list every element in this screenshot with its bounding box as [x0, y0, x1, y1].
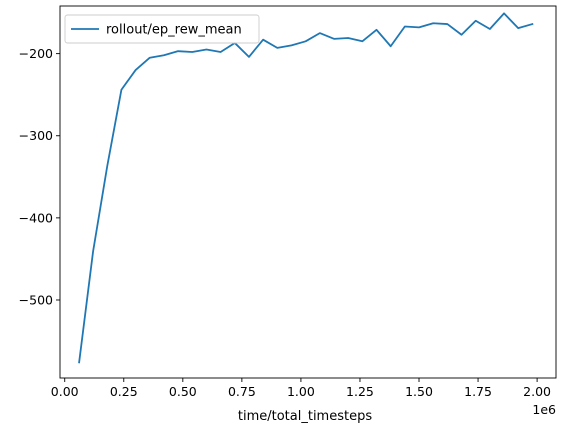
series-point: [206, 49, 208, 51]
series-point: [135, 69, 137, 71]
series-point: [106, 165, 108, 167]
x-axis: 0.00 0.25 0.50 0.75 1.00 1.25 1.50 1.75 2.00: [51, 378, 551, 399]
series-line: [78, 12, 534, 364]
series-point: [78, 361, 80, 363]
y-tick-label: −500: [19, 292, 53, 307]
series-point: [262, 39, 264, 41]
x-tick-label: 1.75: [464, 384, 492, 399]
series-point: [149, 57, 151, 59]
series-layer: [78, 12, 534, 364]
series-point: [404, 26, 406, 28]
series-point: [305, 40, 307, 42]
x-tick-label: 1.00: [287, 384, 315, 399]
series-point: [418, 26, 420, 28]
series-point: [461, 34, 463, 36]
legend-box: [64, 14, 260, 44]
series-point: [163, 54, 165, 56]
x-tick-label: 1.25: [346, 384, 374, 399]
series-point: [489, 28, 491, 30]
x-tick-label: 0.25: [110, 384, 138, 399]
series-point: [361, 40, 363, 42]
series-point: [503, 12, 505, 14]
y-tick-label: −300: [19, 128, 53, 143]
x-tick-label: 2.00: [523, 384, 551, 399]
series-point: [446, 23, 448, 25]
x-tick-label: 0.50: [169, 384, 197, 399]
x-axis-label: time/total_timesteps: [238, 409, 372, 424]
series-point: [291, 45, 293, 47]
series-point: [475, 20, 477, 22]
plot-background: [60, 6, 556, 378]
series-point: [390, 45, 392, 47]
series-point: [92, 251, 94, 253]
plot-frame: [59, 5, 557, 379]
series-point: [531, 23, 533, 25]
legend-label: rollout/ep_rew_mean: [106, 23, 242, 38]
series-point: [248, 56, 250, 58]
legend: rollout/ep_rew_mean: [64, 14, 260, 44]
series-point: [517, 27, 519, 29]
series-point: [276, 47, 278, 49]
series-point: [121, 89, 123, 91]
x-axis-offset-text: 1e6: [532, 402, 556, 417]
series-point: [220, 51, 222, 53]
y-tick-label: −400: [19, 210, 53, 225]
x-tick-label: 1.50: [405, 384, 433, 399]
y-axis: −500 −400 −300 −200: [19, 46, 60, 307]
series-point: [191, 51, 193, 53]
x-tick-label: 0.75: [228, 384, 256, 399]
series-point: [432, 22, 434, 24]
x-tick-label: 0.00: [51, 384, 79, 399]
series-point: [177, 50, 179, 52]
y-tick-label: −200: [19, 46, 53, 61]
series-point: [376, 29, 378, 31]
series-point: [347, 37, 349, 39]
series-point: [333, 38, 335, 40]
series-point: [319, 32, 321, 34]
